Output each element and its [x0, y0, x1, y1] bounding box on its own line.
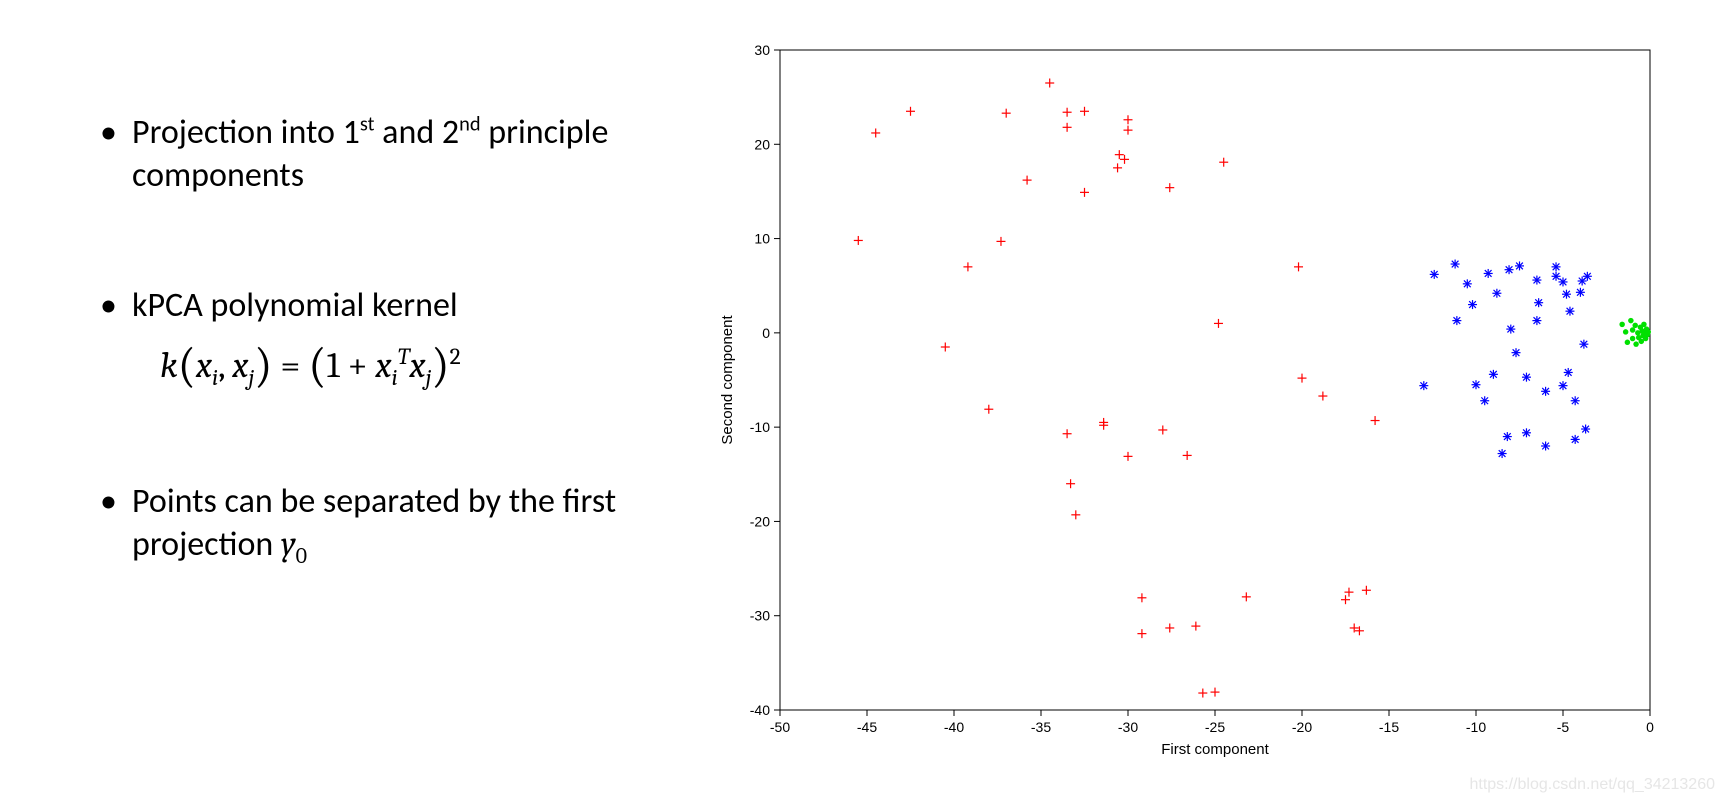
bullet-3-text: Points can be separated by the first pro…	[132, 481, 690, 567]
text-column: • Projection into 1st and 2nd principle …	[100, 112, 690, 655]
bullet-3: • Points can be separated by the first p…	[100, 481, 690, 567]
bullet-3-sub: 0	[296, 543, 307, 569]
svg-text:0: 0	[1646, 719, 1654, 735]
bullet-1-sup1: st	[360, 113, 375, 137]
svg-text:First component: First component	[1161, 741, 1269, 758]
svg-text:-20: -20	[750, 513, 770, 529]
bullet-2-text: kPCA polynomial kernel	[132, 285, 690, 328]
bullet-3-var: y	[281, 524, 296, 564]
bullet-3-p1: Points can be separated by the first pro…	[132, 481, 616, 566]
svg-text:-30: -30	[750, 608, 770, 624]
bullet-1-p1: Projection into 1	[132, 112, 360, 153]
svg-text:Second component: Second component	[719, 315, 736, 445]
bullet-marker: •	[100, 112, 132, 197]
bullet-1-mid: and 2	[374, 112, 459, 153]
svg-text:-40: -40	[944, 719, 964, 735]
svg-text:-15: -15	[1379, 719, 1399, 735]
svg-text:10: 10	[754, 231, 770, 247]
svg-text:20: 20	[754, 136, 770, 152]
kernel-formula: k(xi, xj) = (1 + xiTxj)2	[160, 338, 690, 393]
svg-text:-30: -30	[1118, 719, 1138, 735]
svg-text:30: 30	[754, 42, 770, 58]
svg-text:0: 0	[762, 325, 770, 341]
bullet-1-text: Projection into 1st and 2nd principle co…	[132, 112, 690, 197]
svg-text:-20: -20	[1292, 719, 1312, 735]
svg-text:-50: -50	[770, 719, 790, 735]
svg-text:-5: -5	[1557, 719, 1570, 735]
svg-text:-45: -45	[857, 719, 877, 735]
chart-svg: -50-45-40-35-30-25-20-15-10-50-40-30-20-…	[710, 30, 1690, 770]
bullet-marker: •	[100, 285, 132, 328]
slide: • Projection into 1st and 2nd principle …	[0, 0, 1725, 802]
svg-text:-35: -35	[1031, 719, 1051, 735]
bullet-1: • Projection into 1st and 2nd principle …	[100, 112, 690, 197]
bullet-2: • kPCA polynomial kernel	[100, 285, 690, 328]
bullet-marker: •	[100, 481, 132, 567]
svg-text:-40: -40	[750, 702, 770, 718]
svg-text:-10: -10	[1466, 719, 1486, 735]
scatter-chart: -50-45-40-35-30-25-20-15-10-50-40-30-20-…	[710, 30, 1690, 770]
svg-text:-25: -25	[1205, 719, 1225, 735]
watermark: https://blog.csdn.net/qq_34213260	[1469, 776, 1715, 794]
bullet-1-sup2: nd	[459, 113, 480, 137]
svg-text:-10: -10	[750, 419, 770, 435]
